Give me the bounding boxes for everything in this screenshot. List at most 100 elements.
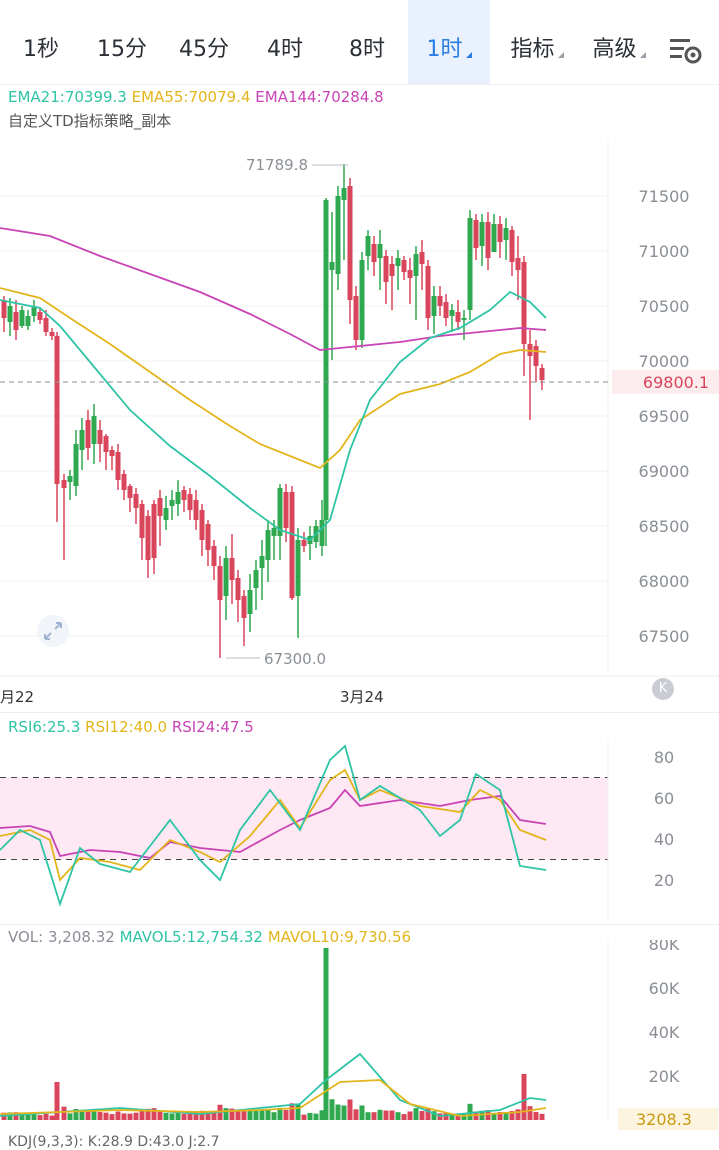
candle-body (407, 270, 413, 278)
volume-bar (283, 1110, 289, 1120)
tab-45m[interactable]: 45分 (166, 0, 242, 84)
k-badge-icon[interactable]: K (652, 678, 674, 700)
tab-indicators[interactable]: 指标 (498, 0, 576, 84)
dropdown-corner-icon (465, 52, 472, 58)
candle-body (85, 420, 91, 448)
volume-bar (271, 1112, 277, 1120)
volume-bar (49, 1115, 55, 1120)
chart-settings-icon[interactable] (668, 36, 704, 66)
candle-body (187, 494, 193, 510)
rsi6-line (0, 744, 547, 907)
candle-body (365, 236, 371, 256)
candle-body (341, 188, 347, 200)
candle-body (13, 312, 19, 330)
candle-body (73, 444, 79, 486)
rsi-y-tick: 20 (654, 871, 674, 890)
volume-bar (295, 1103, 301, 1120)
rsi-legend: RSI6:25.3 RSI12:40.0 RSI24:47.5 (8, 718, 254, 736)
y-tick-label: 71000 (639, 242, 690, 261)
tab-8h[interactable]: 8时 (332, 0, 402, 84)
volume-bar (365, 1112, 371, 1120)
volume-bar (31, 1114, 37, 1120)
volume-chart[interactable]: 80K 60K 40K 20K 3208.3 (0, 940, 719, 1130)
volume-bar (259, 1109, 265, 1120)
volume-bar (377, 1109, 383, 1120)
rsi-chart[interactable]: 80 60 40 20 (0, 740, 719, 922)
divider (0, 712, 719, 713)
candle-body (335, 196, 341, 274)
volume-bar (265, 1109, 271, 1120)
tab-label: 8时 (349, 37, 385, 62)
volume-bar (211, 1112, 217, 1120)
high-price-label: 71789.8 (246, 156, 308, 174)
tab-label: 15分 (97, 37, 147, 62)
volume-bar (151, 1108, 157, 1120)
rsi-y-tick: 40 (654, 830, 674, 849)
candle-body (145, 516, 151, 560)
mavol10-value: MAVOL10:9,730.56 (267, 928, 412, 946)
candle-body (49, 332, 55, 336)
candle-body (437, 296, 443, 306)
candle-body (229, 558, 235, 580)
candle-body (211, 546, 217, 566)
candle-body (19, 310, 25, 326)
y-tick-label: 68500 (639, 517, 690, 536)
candle-body (79, 430, 85, 450)
ema55-line (0, 287, 547, 470)
expand-button[interactable] (36, 614, 70, 648)
candle-body (371, 244, 377, 262)
volume-bar (319, 1110, 325, 1120)
candle-body (347, 186, 353, 300)
dropdown-corner-icon (557, 52, 564, 58)
volume-bar (133, 1112, 139, 1120)
tab-15m[interactable]: 15分 (84, 0, 160, 84)
vol-current-badge (618, 1108, 718, 1130)
volume-bar (205, 1111, 211, 1120)
volume-bar (169, 1113, 175, 1120)
last-price-label: 69800.1 (643, 373, 709, 392)
candle-body (217, 566, 223, 600)
candle-body (289, 492, 295, 598)
tab-1h[interactable]: 1时 (408, 0, 490, 84)
volume-bar (54, 1082, 60, 1120)
volume-bar (491, 1112, 497, 1120)
tab-advanced[interactable]: 高级 (580, 0, 658, 84)
volume-bar (247, 1110, 253, 1120)
tab-4h[interactable]: 4时 (250, 0, 320, 84)
volume-bar (121, 1113, 127, 1120)
volume-bar (139, 1109, 145, 1120)
candle-body (31, 306, 37, 316)
candle-body (169, 500, 175, 506)
candle-body (157, 498, 163, 516)
candle-body (193, 500, 199, 520)
volume-bar (97, 1111, 103, 1120)
candle-body (329, 262, 335, 270)
ema144-value: EMA144:70284.8 (255, 88, 384, 106)
strategy-label: 自定义TD指标策略_副本 (8, 112, 172, 130)
candlestick-chart[interactable]: 71500 71000 70500 70000 69500 69000 68500 68000… (0, 140, 719, 680)
mavol10-line (0, 1079, 547, 1117)
volume-bar (223, 1108, 229, 1120)
candle-body (1, 300, 7, 318)
volume-bar (37, 1115, 43, 1120)
volume-bar (163, 1112, 169, 1120)
candle-body (395, 258, 401, 266)
tab-label: 1时 (426, 37, 463, 62)
volume-bar (383, 1110, 389, 1120)
volume-bar (515, 1109, 521, 1120)
rsi6-value: RSI6:25.3 (8, 718, 81, 736)
volume-bar (19, 1114, 25, 1120)
volume-bar (109, 1114, 115, 1120)
volume-bar (313, 1113, 319, 1120)
volume-bar (401, 1114, 407, 1120)
candle-body (431, 296, 437, 316)
candle-body (497, 224, 503, 242)
candle-body (485, 222, 491, 258)
tab-1s[interactable]: 1秒 (6, 0, 76, 84)
volume-bar (301, 1114, 307, 1120)
vol-y-tick: 20K (649, 1067, 680, 1086)
volume-bar (407, 1111, 413, 1120)
vol-current-label: 3208.3 (636, 1110, 692, 1129)
candle-body (271, 528, 277, 536)
candle-body (509, 230, 515, 262)
